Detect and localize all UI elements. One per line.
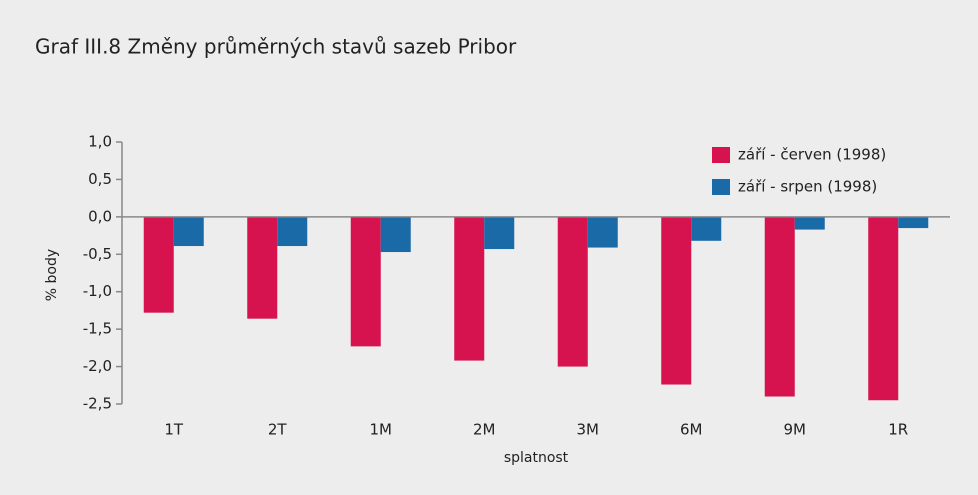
bar <box>764 216 795 397</box>
legend-label: září - červen (1998) <box>738 146 886 164</box>
bar <box>277 216 308 247</box>
bar <box>143 216 174 313</box>
x-tick-label: 2M <box>473 421 496 439</box>
bar <box>380 216 411 253</box>
bar <box>454 216 485 361</box>
bar <box>868 216 899 401</box>
x-tick-label: 1T <box>164 421 184 439</box>
x-tick-label: 2T <box>268 421 288 439</box>
legend-label: září - srpen (1998) <box>738 178 877 196</box>
y-axis-label: % body <box>44 249 60 301</box>
bar <box>587 216 618 248</box>
y-tick-label: 0,5 <box>88 170 112 188</box>
chart-title: Graf III.8 Změny průměrných stavů sazeb … <box>35 35 517 59</box>
x-tick-label: 1M <box>370 421 393 439</box>
y-tick-label: 1,0 <box>88 133 112 151</box>
y-tick-label: -1,5 <box>83 320 112 338</box>
legend-swatch <box>712 147 730 163</box>
bar <box>350 216 381 347</box>
x-tick-label: 1R <box>888 421 908 439</box>
bar <box>247 216 278 319</box>
y-tick-label: -1,0 <box>83 282 112 300</box>
y-tick-label: 0,0 <box>88 207 112 225</box>
bar <box>484 216 515 250</box>
y-tick-label: -0,5 <box>83 245 112 263</box>
y-tick-label: -2,5 <box>83 395 112 413</box>
bar <box>173 216 204 247</box>
bar <box>691 216 722 241</box>
x-axis-label: splatnost <box>504 450 569 466</box>
bar <box>898 216 929 229</box>
bar <box>557 216 588 367</box>
x-tick-label: 3M <box>577 421 600 439</box>
legend-swatch <box>712 179 730 195</box>
bar <box>794 216 825 230</box>
x-tick-label: 6M <box>680 421 703 439</box>
bar <box>661 216 692 385</box>
x-tick-label: 9M <box>784 421 807 439</box>
y-tick-label: -2,0 <box>83 357 112 375</box>
